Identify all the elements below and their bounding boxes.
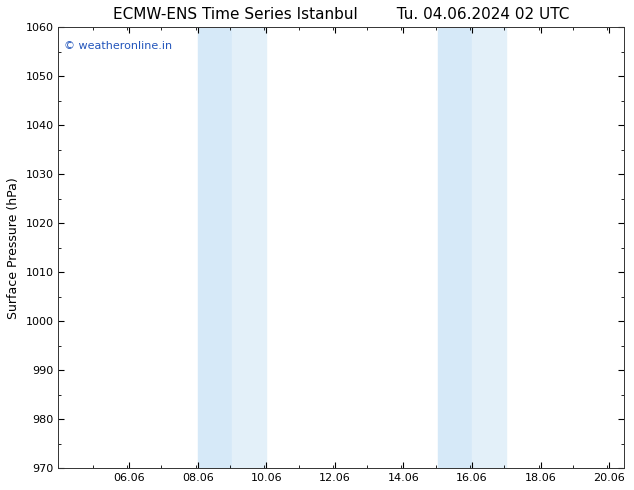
Title: ECMW-ENS Time Series Istanbul        Tu. 04.06.2024 02 UTC: ECMW-ENS Time Series Istanbul Tu. 04.06.… [113, 7, 569, 22]
Bar [437, 27, 472, 468]
Bar [232, 27, 266, 468]
Text: © weatheronline.in: © weatheronline.in [64, 41, 172, 50]
Bar [472, 27, 507, 468]
Y-axis label: Surface Pressure (hPa): Surface Pressure (hPa) [7, 177, 20, 318]
Bar [198, 27, 232, 468]
